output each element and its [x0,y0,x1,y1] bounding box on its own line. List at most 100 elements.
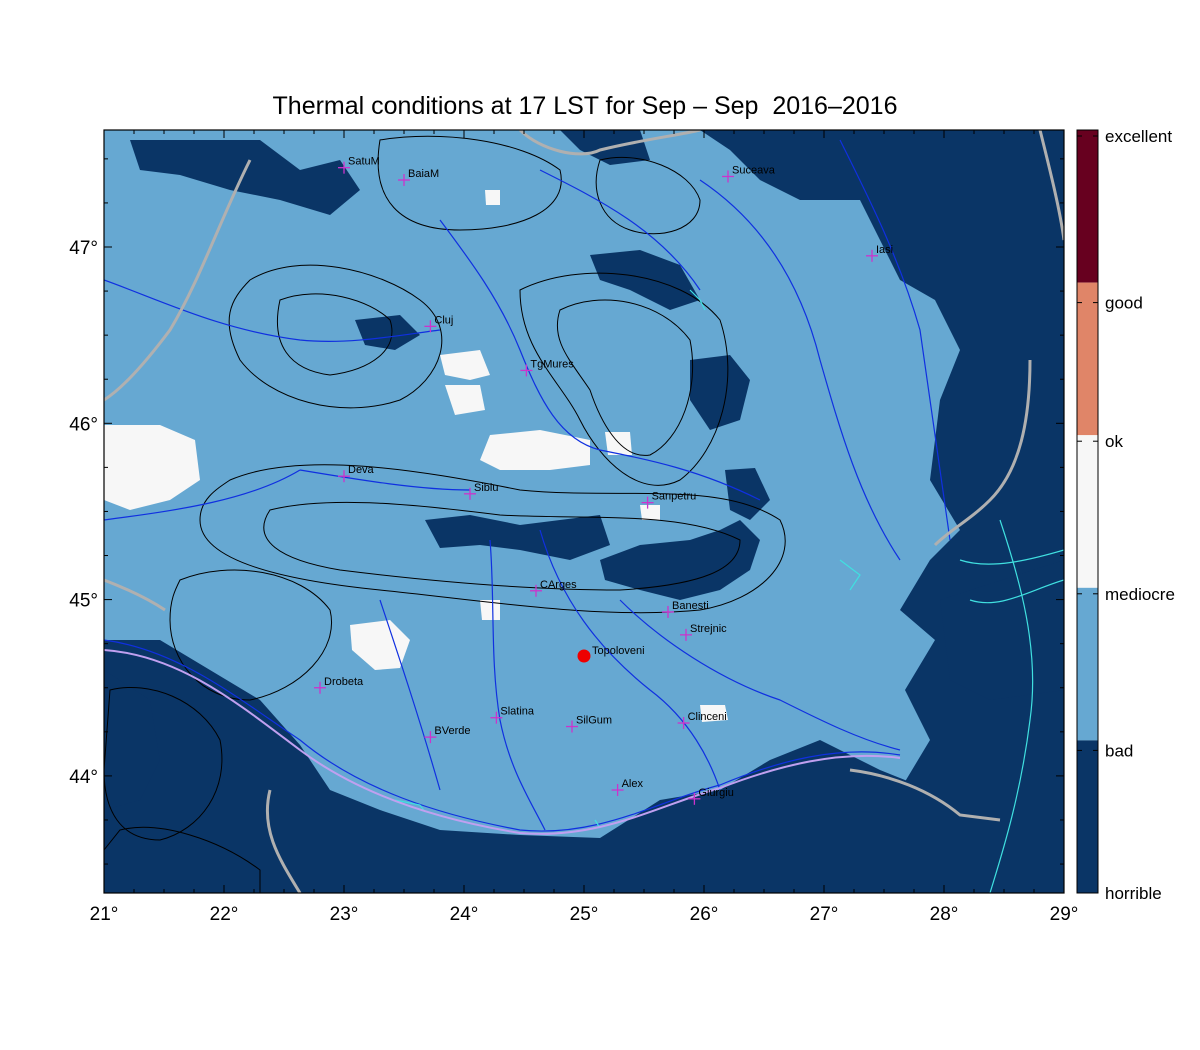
station-silgum: SilGum [566,715,612,733]
longitude-tick-label: 22° [210,904,239,925]
arges-ok-patch [480,600,500,620]
danube-river [104,639,901,832]
station-alex: Alex [611,778,644,797]
station-label: Sibiu [474,482,498,494]
latitude-tick-label: 47° [69,238,98,259]
colorbar-label-bad: bad [1105,741,1133,760]
prut-river [839,139,951,541]
rivers [104,139,951,832]
longitude-tick-label: 23° [330,904,359,925]
colorbar-label-excellent: excellent [1105,127,1172,146]
central-ok-patch-3 [480,430,590,470]
west-ok-patch [104,425,200,510]
station-label: SilGum [576,715,612,727]
moldavia-horrible-patch-2 [690,355,750,430]
latitude-labels: 47° 46° 45° 44° [69,238,98,788]
northeastern-border [1038,130,1064,241]
station-drobeta: Drobeta [314,676,364,694]
longitude-tick-label: 29° [1050,904,1079,925]
station-slatina: Slatina [490,706,535,724]
colorbar: excellent good ok mediocre bad horrible [1076,127,1175,903]
station-banesti: Banesti [662,600,709,618]
colorbar-segment-horrible [1077,740,1098,893]
station-label: Banesti [672,600,709,612]
map-area [104,130,1064,893]
colorbar-frame [1076,129,1099,894]
southeastern-border [849,768,1001,822]
somes-river [104,279,441,342]
station-label: Sanpetru [652,491,697,503]
station-tgmures: TgMures [520,358,574,377]
station-label: Cluj [434,314,453,326]
siret-river [699,179,901,561]
station-label: Clinceni [688,711,727,723]
central-ok-patch-2 [445,385,485,415]
danube-delta-channel-1 [959,549,1064,565]
southwestern-border [265,789,302,893]
danube-delta-channel-2 [969,579,1064,604]
jiu-river [379,599,441,791]
south-ok-patch [350,620,410,670]
danube-horrible-band [104,640,930,893]
ok-regions [104,190,728,722]
mures-river [439,219,761,501]
axis-ticks [103,130,1065,893]
station-sanpetru: Sanpetru [641,491,697,509]
central-ok-patch-4 [605,432,632,455]
highlight-station-label: Topoloveni [592,645,645,657]
station-label: Giurgiu [698,787,733,799]
northern-border [518,130,701,156]
latitude-tick-label: 44° [69,767,98,788]
colorbar-label-horrible: horrible [1105,884,1162,903]
colorbar-label-good: good [1105,294,1143,313]
sanpetru-ok-patch [640,505,660,520]
lake-east [839,559,861,591]
olt-river [489,539,546,831]
station-label: BaiaM [408,168,439,180]
station-baiam: BaiaM [398,168,439,187]
danube-delta-horrible [940,560,1064,700]
northwest-horrible-patch [130,140,360,215]
station-clinceni: Clinceni [677,711,727,730]
longitude-tick-label: 27° [810,904,839,925]
station-iasi: Iasi [866,244,893,262]
longitude-labels: 21° 22° 23° 24° 25° 26° 27° 28° 29° [90,904,1079,925]
timis-river [104,469,301,521]
north-river [539,169,701,291]
station-sibiu: Sibiu [464,482,498,500]
highlight-marker-icon [577,649,591,663]
central-ok-patch-1 [440,350,490,380]
cluj-horrible-patch [355,315,420,350]
ialomita-river [619,599,901,751]
elevation-contours [104,135,786,893]
western-border-south [104,578,166,612]
station-bverde: BVerde [424,725,470,744]
longitude-tick-label: 28° [930,904,959,925]
lake-north [689,289,706,311]
stations: SatuM BaiaM Suceava Iasi Cluj TgMures Deva Sibi… [314,156,893,805]
station-label: SatuM [348,156,380,168]
colorbar-label-mediocre: mediocre [1105,585,1175,604]
station-label: Slatina [500,706,535,718]
longitude-tick-label: 26° [690,904,719,925]
station-label: BVerde [434,725,470,737]
station-suceava: Suceava [722,164,776,183]
station-label: Alex [622,778,644,790]
east-horrible-region [700,130,1064,893]
latitude-tick-label: 46° [69,414,98,435]
station-label: Suceava [732,164,776,176]
danube-border-line [104,649,901,835]
station-label: Strejnic [690,623,727,635]
latitude-tick-label: 45° [69,591,98,612]
clinceni-ok-patch [700,705,728,722]
eastern-border [933,359,1032,547]
country-borders [104,130,1064,893]
station-label: Drobeta [324,676,364,688]
colorbar-segment-ok [1077,435,1098,588]
western-border-north [104,159,252,402]
station-label: Deva [348,464,375,476]
longitude-tick-label: 21° [90,904,119,925]
arges-river [539,529,721,791]
station-label: CArges [540,579,577,591]
